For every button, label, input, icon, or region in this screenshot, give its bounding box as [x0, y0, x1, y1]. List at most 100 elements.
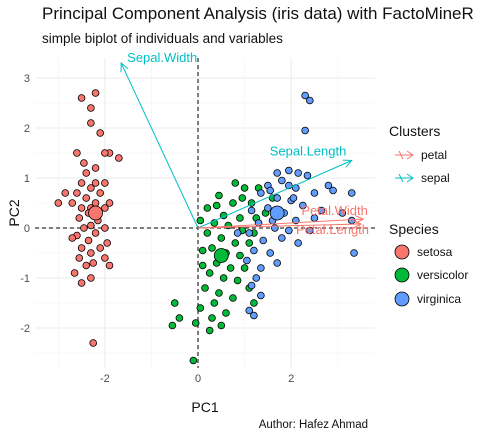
species-legend-label-virginica: virginica [417, 292, 462, 306]
petal-length-label: Petal.Length [296, 222, 369, 237]
virginica-point [278, 234, 286, 242]
virginica-point [294, 169, 302, 177]
setosa-centroid [88, 205, 103, 221]
sepal-width-arrow [120, 62, 199, 229]
versicolor-point [231, 179, 240, 187]
clusters-legend-label-petal: petal [421, 148, 448, 162]
versicolor-point [245, 239, 254, 247]
x-tick-label: 2 [288, 373, 294, 385]
versicolor-point [217, 321, 226, 330]
setosa-point [89, 259, 98, 267]
versicolor-point [226, 264, 235, 272]
versicolor-point [231, 239, 240, 247]
clusters-legend-label-sepal: sepal [421, 171, 450, 185]
setosa-point [82, 194, 91, 202]
virginica-point [294, 239, 302, 247]
clusters-legend-item-sepal: sepal [393, 167, 450, 189]
setosa-point [87, 249, 95, 257]
versicolor-point [196, 304, 205, 312]
setosa-point [105, 199, 114, 207]
virginica-point [252, 274, 261, 282]
petal-length-arrow [198, 223, 362, 229]
virginica-point [278, 176, 286, 185]
virginica-point [266, 186, 275, 195]
virginica-point [273, 259, 281, 267]
versicolor-point [201, 284, 209, 292]
species-legend-title: Species [389, 221, 439, 237]
setosa-point [87, 221, 95, 230]
virginica-point [310, 189, 319, 197]
versicolor-point [238, 194, 247, 202]
petal-length-arrowhead [352, 219, 363, 229]
species-legend-label-versicolor: versicolor [417, 268, 469, 282]
versicolor-point [198, 261, 207, 270]
versicolor-point [170, 299, 179, 307]
virginica-point [254, 219, 263, 227]
virginica-point [245, 306, 254, 315]
versicolor-point [233, 276, 242, 285]
versicolor-point [212, 201, 221, 210]
versicolor-point [215, 289, 223, 297]
versicolor-point [191, 319, 200, 327]
y-tick-label: 1 [24, 173, 30, 185]
versicolor-point [208, 244, 216, 252]
versicolor-point [250, 299, 258, 307]
virginica-point [233, 229, 242, 237]
petal-width-arrow [197, 218, 364, 229]
virginica-point [257, 264, 265, 272]
petal-width-label: Petal.Width [301, 203, 367, 218]
virginica-point [285, 166, 293, 175]
y-tick-label: -1 [20, 273, 30, 285]
setosa-key-icon [394, 244, 410, 260]
versicolor-point [208, 314, 216, 322]
y-tick-label: -2 [20, 323, 30, 335]
sepal-length-arrowhead [342, 159, 353, 168]
y-axis-label: PC2 [6, 199, 22, 226]
species-legend-item-versicolor: versicolor [393, 264, 468, 286]
setosa-point [77, 244, 86, 252]
setosa-point [73, 149, 81, 157]
virginica-point [257, 189, 265, 197]
virginica-point [266, 249, 275, 257]
virginica-point [350, 249, 358, 257]
versicolor-point [205, 326, 214, 335]
setosa-point [101, 254, 109, 262]
setosa-point [91, 164, 100, 172]
versicolor-point [240, 264, 249, 272]
virginica-point [305, 96, 314, 105]
setosa-point [75, 254, 84, 262]
setosa-point [87, 119, 95, 127]
chart-caption: Author: Hafez Ahmad [258, 419, 368, 431]
setosa-point [115, 154, 123, 162]
virginica-point [257, 291, 265, 300]
virginica-point [301, 126, 309, 135]
setosa-point [77, 179, 86, 187]
setosa-point [105, 261, 114, 270]
versicolor-point [196, 216, 205, 225]
setosa-point [91, 229, 100, 237]
setosa-point [70, 269, 79, 277]
virginica-point [259, 236, 268, 245]
versicolor-point [224, 221, 233, 230]
versicolor-point [229, 294, 237, 302]
versicolor-point [175, 314, 184, 322]
versicolor-point [217, 234, 226, 242]
sepal-arrow-key-icon [395, 173, 414, 183]
setosa-point [103, 239, 111, 247]
species-legend-item-virginica: virginica [393, 288, 461, 310]
species-legend-label-setosa: setosa [417, 245, 453, 259]
versicolor-point [219, 274, 228, 282]
y-tick-label: 3 [24, 73, 30, 85]
versicolor-point [203, 229, 212, 237]
virginica-point [285, 226, 293, 235]
setosa-point [96, 189, 105, 197]
versicolor-point [215, 191, 223, 200]
setosa-point [96, 244, 105, 252]
setosa-point [68, 199, 77, 207]
setosa-point [54, 199, 63, 207]
setosa-point [91, 179, 100, 187]
clusters-legend-item-petal: petal [393, 144, 447, 166]
setosa-point [84, 236, 93, 245]
virginica-point [264, 204, 272, 212]
virginica-point [324, 181, 333, 190]
